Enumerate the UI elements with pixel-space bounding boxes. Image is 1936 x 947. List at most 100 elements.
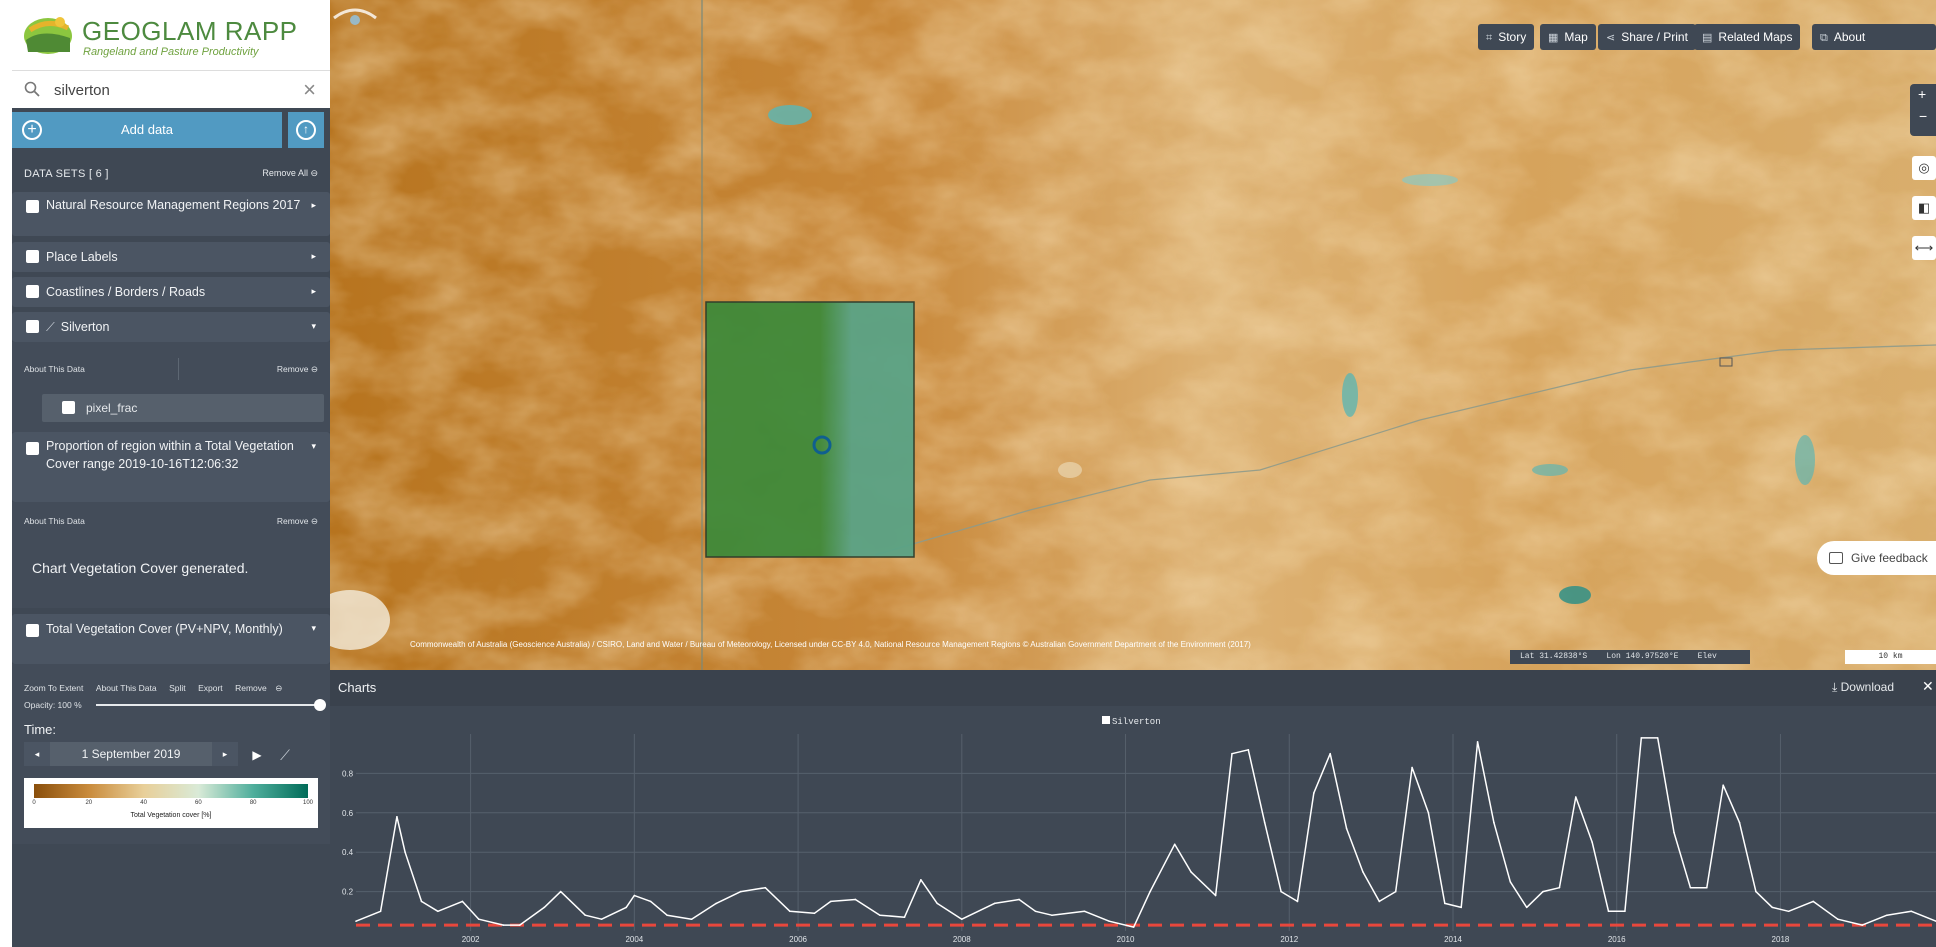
vegetation-cover-chart[interactable]: Silverton 0.2 0.4 0.6 0.8 2002 2004 2006 2008 20… [330, 706, 1936, 947]
datasets-count: DATA SETS [ 6 ] [24, 168, 109, 180]
sublayer-item[interactable]: pixel_frac [42, 394, 324, 422]
data-point [936, 902, 939, 905]
series-line-silverton [355, 737, 1936, 928]
data-point [633, 894, 636, 897]
dataset-title: Proportion of region within a Total Vege… [46, 439, 294, 471]
data-point [600, 918, 603, 920]
map-imagery[interactable] [330, 0, 1936, 670]
zoom-in-icon[interactable]: + [1918, 86, 1927, 102]
about-data-link[interactable]: About This Data [95, 683, 157, 693]
sublayer-checkbox[interactable] [62, 401, 75, 414]
chart-panel-header: Charts ⤓ Download ✕ [330, 670, 1936, 706]
data-point [1051, 914, 1053, 917]
map-button[interactable]: ▦ Map [1540, 24, 1596, 50]
data-point [649, 900, 652, 903]
remove-button[interactable]: Remove ⊖ [276, 516, 318, 526]
related-maps-button[interactable]: ▤ Related Maps [1694, 24, 1801, 50]
opacity-slider[interactable] [96, 699, 326, 711]
about-data-link[interactable]: About This Data [24, 364, 85, 374]
logo-emblem-icon [24, 17, 72, 54]
data-attribution[interactable]: Commonwealth of Australia (Geoscience Au… [410, 640, 1251, 649]
about-button[interactable]: ⧉ About [1812, 24, 1936, 50]
give-feedback-button[interactable]: Give feedback [1817, 541, 1936, 575]
layer-checkbox[interactable] [26, 285, 39, 298]
data-point [1836, 918, 1839, 920]
app-logo[interactable]: GEOGLAM RAPP Rangeland and Pasture Produ… [12, 0, 330, 70]
about-data-link[interactable]: About This Data [24, 516, 85, 526]
dataset-details-total-veg: Zoom To Extent About This Data Split Exp… [12, 664, 330, 844]
x-tick-label: 2016 [1608, 935, 1626, 944]
story-button[interactable]: ⌗ Story [1478, 24, 1535, 50]
data-point [1313, 792, 1315, 794]
y-tick-label: 0.2 [342, 888, 354, 897]
zoom-to-extent-link[interactable]: Zoom To Extent [24, 683, 84, 693]
datasets-header: DATA SETS [ 6 ] Remove All ⊖ [12, 158, 330, 188]
data-point [1345, 827, 1348, 830]
zoom-out-icon[interactable]: − [1919, 108, 1928, 124]
remove-all-button[interactable]: Remove All ⊖ [262, 168, 318, 178]
dataset-item-nrm-regions[interactable]: Natural Resource Management Regions 2017… [12, 192, 330, 236]
download-button[interactable]: ⤓ Download [1832, 680, 1895, 694]
x-tick-label: 2010 [1117, 935, 1135, 944]
split-link[interactable]: Split [169, 683, 186, 693]
add-data-button[interactable]: + Add data [12, 112, 282, 148]
remove-button[interactable]: Remove ⊖ [276, 364, 318, 374]
remove-icon[interactable]: ⊖ [275, 683, 283, 693]
app-title: GEOGLAM RAPP [82, 16, 298, 46]
chart-icon[interactable]: ⟋ [280, 747, 290, 763]
split-view-icon[interactable]: ◧ [1912, 196, 1936, 220]
dataset-title-row: ⟋ Silverton [46, 318, 304, 336]
data-point [1476, 741, 1479, 743]
layer-checkbox[interactable] [26, 250, 39, 263]
remove-link[interactable]: Remove [235, 683, 267, 693]
chevron-right-icon[interactable]: ▸ [311, 286, 316, 296]
date-selector: ◂ 1 September 2019 ▸ [24, 742, 238, 766]
export-link[interactable]: Export [198, 683, 223, 693]
data-point [690, 918, 693, 920]
data-point [477, 918, 480, 920]
data-point [396, 815, 398, 818]
opacity-slider-handle[interactable] [314, 699, 326, 711]
dataset-item-silverton[interactable]: ⟋ Silverton ▾ [12, 312, 330, 342]
chevron-right-icon[interactable]: ▸ [311, 251, 316, 261]
map-view[interactable]: ⌗ Story ▦ Map ⋖ Share / Print ▤ Related Maps… [330, 0, 1936, 670]
layer-checkbox[interactable] [26, 442, 39, 455]
dataset-item-total-veg-cover[interactable]: Total Vegetation Cover (PV+NPV, Monthly)… [12, 614, 330, 664]
legend-color-ramp [34, 784, 308, 798]
dataset-item-place-labels[interactable]: Place Labels ▸ [12, 242, 330, 272]
x-tick-label: 2004 [625, 935, 643, 944]
location-marker-icon[interactable] [812, 435, 832, 455]
upload-data-button[interactable]: ↑ [288, 112, 324, 148]
data-point [1378, 900, 1381, 903]
legend-label: Silverton [1112, 717, 1161, 727]
data-point [1427, 812, 1430, 814]
data-point [1149, 890, 1151, 893]
current-date[interactable]: 1 September 2019 [81, 747, 181, 761]
close-icon[interactable]: ✕ [1922, 678, 1934, 694]
measure-tool-icon[interactable]: ⟷ [1912, 236, 1936, 260]
data-point [1558, 886, 1561, 889]
chevron-right-icon[interactable]: ▸ [311, 200, 316, 210]
chevron-down-icon[interactable]: ▾ [311, 441, 316, 451]
my-location-icon[interactable]: ◎ [1912, 156, 1936, 180]
data-point [559, 890, 562, 893]
layer-checkbox[interactable] [26, 320, 39, 333]
data-point [666, 914, 668, 917]
story-icon: ⌗ [1486, 32, 1493, 44]
timeline-play-icon[interactable]: ▶ [252, 748, 262, 762]
share-print-button[interactable]: ⋖ Share / Print [1598, 24, 1696, 50]
cesium-logo-icon[interactable] [330, 0, 380, 30]
next-date-button[interactable]: ▸ [212, 742, 238, 766]
clear-search-icon[interactable]: × [303, 77, 316, 102]
layer-checkbox[interactable] [26, 624, 39, 637]
search-box: × [12, 70, 330, 108]
data-point [1591, 841, 1593, 844]
chevron-down-icon[interactable]: ▾ [311, 321, 316, 331]
chevron-down-icon[interactable]: ▾ [311, 623, 316, 633]
dataset-item-coastlines[interactable]: Coastlines / Borders / Roads ▸ [12, 277, 330, 307]
previous-date-button[interactable]: ◂ [24, 742, 50, 766]
search-input[interactable] [54, 79, 284, 101]
dataset-item-proportion[interactable]: Proportion of region within a Total Vege… [12, 432, 330, 502]
data-point [1296, 900, 1299, 903]
layer-checkbox[interactable] [26, 200, 39, 213]
